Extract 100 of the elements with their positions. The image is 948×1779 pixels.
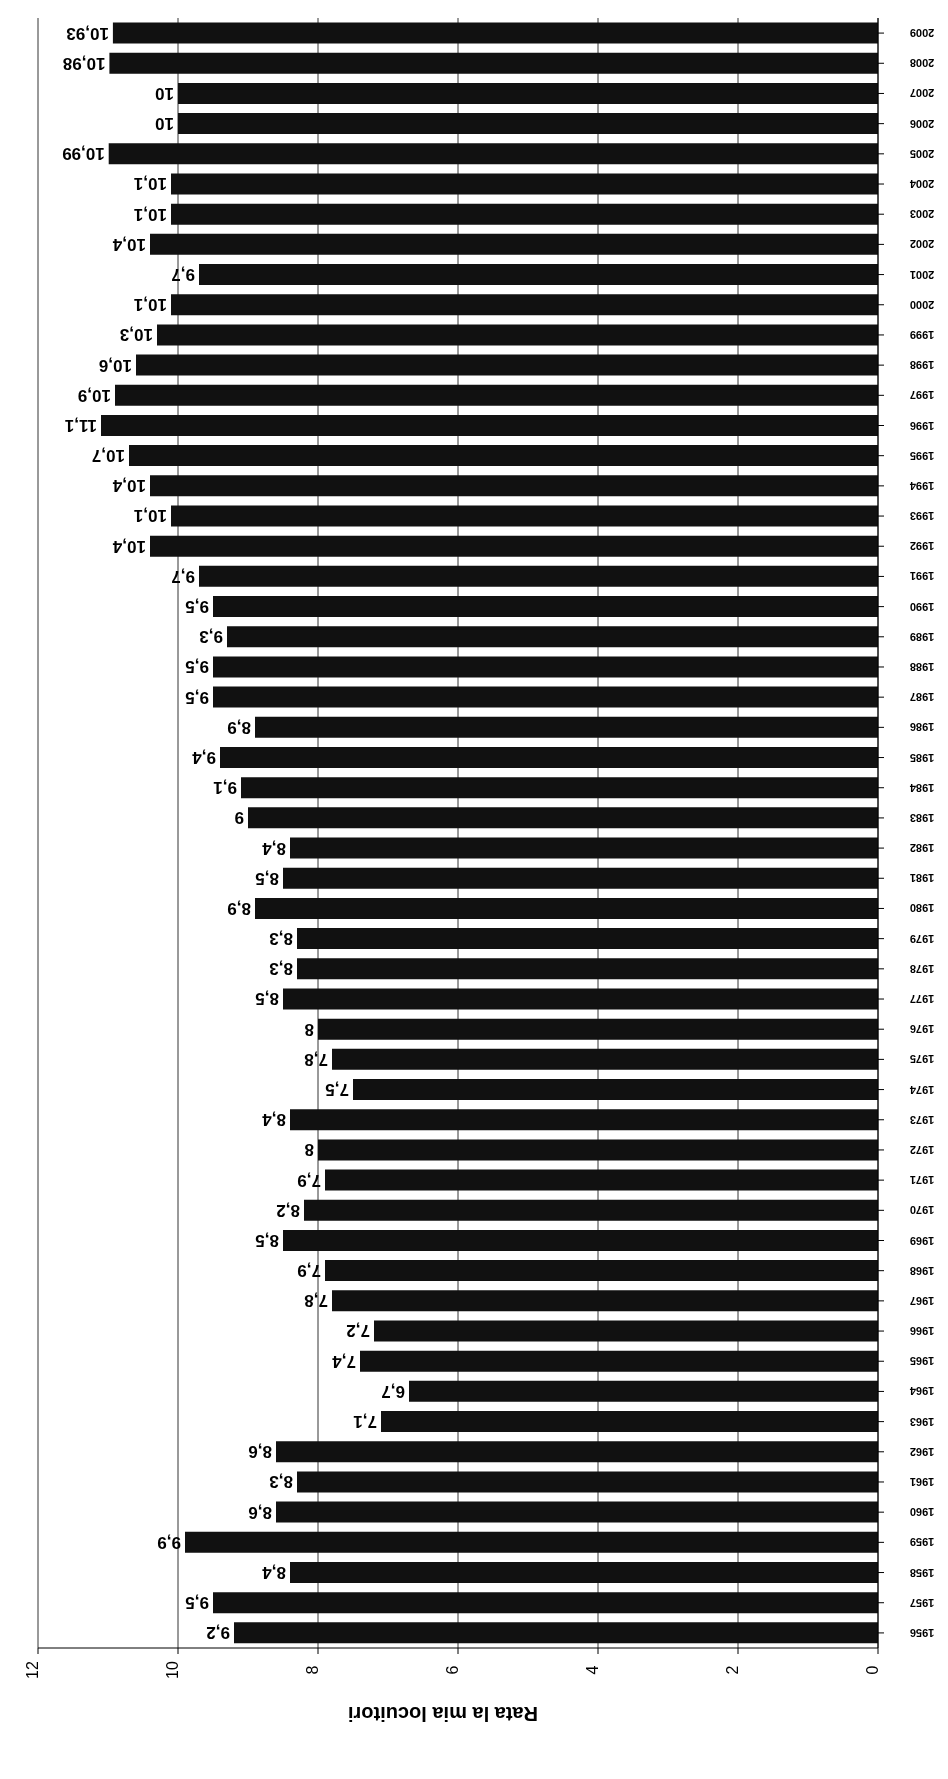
data-label: 10,9: [77, 385, 111, 405]
y-tick-label: 2003: [909, 208, 935, 221]
data-label: 8,4: [261, 838, 286, 858]
data-label: 7,4: [331, 1351, 356, 1371]
x-tick-label: 12: [23, 1661, 41, 1679]
data-label: 6,7: [381, 1381, 405, 1401]
data-label: 10: [155, 83, 174, 103]
y-tick-label: 1982: [909, 842, 935, 855]
y-tick-label: 1958: [909, 1566, 935, 1579]
y-tick-label: 1959: [909, 1536, 935, 1549]
x-tick-label: 6: [443, 1665, 461, 1675]
data-label: 8,5: [255, 1230, 279, 1250]
y-tick-label: 1984: [908, 781, 935, 794]
y-tick-label: 1956: [909, 1626, 935, 1639]
y-tick-label: 1992: [909, 540, 935, 553]
x-tick-label: 10: [163, 1661, 181, 1679]
data-label: 8: [304, 1019, 314, 1039]
y-tick-label: 1973: [909, 1113, 935, 1126]
data-label: 8,4: [261, 1562, 286, 1582]
data-label: 8,9: [227, 717, 251, 737]
data-label: 7,8: [304, 1291, 328, 1311]
y-tick-label: 1998: [909, 359, 935, 372]
data-label: 10,3: [119, 325, 153, 345]
data-label: 10,1: [133, 295, 167, 315]
y-tick-label: 1991: [909, 570, 935, 583]
data-label: 10,4: [112, 476, 146, 496]
data-label: 9,9: [157, 1532, 181, 1552]
y-tick-label: 1980: [909, 902, 935, 915]
data-label: 8,5: [255, 868, 279, 888]
y-tick-label: 2002: [909, 238, 935, 251]
data-label: 10,6: [98, 355, 132, 375]
data-label: 8,3: [269, 1472, 293, 1492]
data-label: 9,7: [171, 265, 195, 285]
data-label: 9,5: [185, 657, 209, 677]
x-axis-title: Rata la mia locuitori: [346, 1702, 540, 1725]
data-label: 7,5: [325, 1080, 349, 1100]
data-label: 10,93: [66, 23, 109, 43]
y-tick-label: 1965: [909, 1355, 935, 1368]
y-tick-label: 1989: [909, 630, 935, 643]
y-tick-label: 1997: [909, 389, 935, 402]
y-tick-label: 1987: [909, 691, 935, 704]
data-label: 9,5: [185, 687, 209, 707]
x-tick-label: 0: [863, 1665, 881, 1675]
data-label: 10,1: [133, 174, 167, 194]
data-label: 9: [234, 808, 244, 828]
data-label: 8,3: [269, 929, 293, 949]
data-label: 9,4: [191, 747, 216, 767]
y-tick-label: 1971: [909, 1174, 935, 1187]
data-label: 10,1: [133, 204, 167, 224]
data-label: 10,99: [62, 144, 105, 164]
y-tick-label: 1986: [909, 721, 935, 734]
data-label: 8,3: [269, 959, 293, 979]
data-label: 7,2: [346, 1321, 370, 1341]
data-label: 8,2: [276, 1200, 300, 1220]
y-tick-label: 1975: [909, 1053, 935, 1066]
y-tick-label: 1983: [909, 811, 935, 824]
data-label: 9,5: [185, 1593, 209, 1613]
y-tick-label: 1960: [909, 1506, 935, 1519]
data-label: 9,5: [185, 597, 209, 617]
y-tick-label: 2004: [908, 178, 935, 191]
y-tick-label: 1966: [909, 1325, 935, 1338]
data-label: 10: [155, 114, 174, 134]
y-tick-label: 2005: [909, 147, 935, 160]
data-label: 8: [304, 1140, 314, 1160]
x-tick-label: 4: [583, 1665, 601, 1675]
y-tick-label: 1972: [909, 1143, 935, 1156]
y-tick-label: 1968: [909, 1264, 935, 1277]
y-tick-label: 2007: [909, 87, 935, 100]
y-tick-label: 1978: [909, 962, 935, 975]
y-tick-label: 2009: [909, 27, 935, 40]
y-tick-label: 1969: [909, 1234, 935, 1247]
y-tick-label: 1963: [909, 1415, 935, 1428]
y-tick-label: 2008: [909, 57, 935, 70]
y-tick-label: 1976: [909, 1023, 935, 1036]
data-label: 9,2: [206, 1623, 230, 1643]
y-tick-label: 1993: [909, 510, 935, 523]
y-tick-label: 2006: [909, 117, 935, 130]
data-label: 10,98: [62, 53, 106, 73]
data-label: 9,3: [199, 627, 223, 647]
x-tick-label: 8: [303, 1665, 321, 1675]
y-tick-label: 1996: [909, 419, 935, 432]
data-label: 10,1: [133, 506, 167, 526]
data-label: 11,1: [64, 415, 97, 435]
data-label: 7,9: [297, 1261, 321, 1281]
y-tick-label: 1985: [909, 751, 935, 764]
y-tick-label: 1990: [909, 600, 935, 613]
data-label: 8,6: [248, 1502, 272, 1522]
data-label: 8,4: [261, 1110, 286, 1130]
y-tick-label: 1967: [909, 1294, 935, 1307]
y-tick-label: 1964: [908, 1385, 935, 1398]
data-label: 7,9: [297, 1170, 321, 1190]
y-tick-label: 1962: [909, 1445, 935, 1458]
x-tick-label: 2: [723, 1665, 741, 1675]
y-tick-label: 2000: [909, 298, 935, 311]
y-tick-label: 1961: [909, 1475, 935, 1488]
y-tick-label: 1995: [909, 449, 935, 462]
data-label: 7,1: [353, 1412, 377, 1432]
data-label: 8,9: [227, 898, 251, 918]
y-tick-label: 1974: [908, 1083, 935, 1096]
y-tick-label: 1979: [909, 932, 935, 945]
